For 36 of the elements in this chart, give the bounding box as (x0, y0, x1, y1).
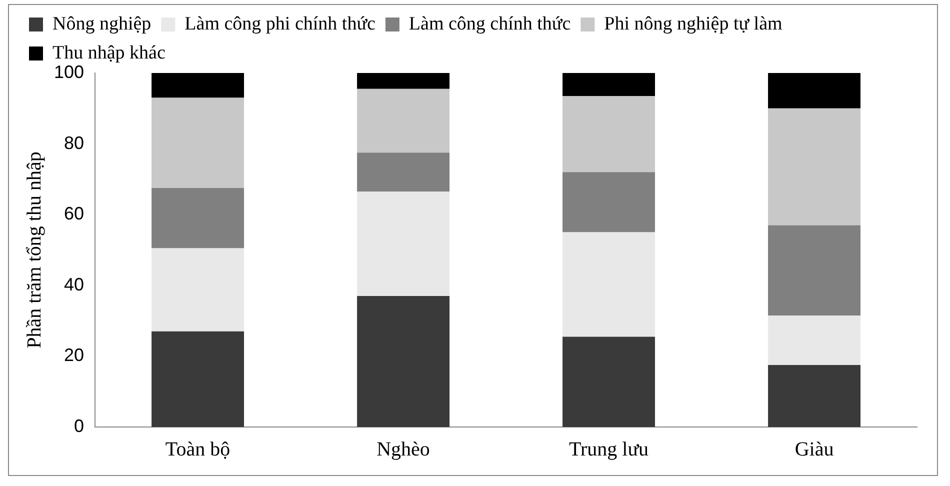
x-tick-label: Nghèo (376, 438, 430, 460)
legend-label: Thu nhập khác (52, 42, 166, 64)
bar (357, 88, 450, 153)
bar (357, 296, 450, 427)
bar (562, 96, 655, 172)
y-tick-label: 0 (74, 416, 84, 436)
bar (768, 315, 860, 366)
legend-label: Làm công chính thức (408, 13, 571, 34)
bar (357, 152, 450, 192)
bar (562, 73, 655, 96)
bar (152, 98, 244, 188)
bar (768, 365, 860, 427)
legend-label: Nông nghiệp (52, 13, 152, 34)
y-tick-label: 60 (64, 204, 84, 224)
bar (152, 248, 244, 332)
bar (562, 172, 655, 232)
bar (152, 331, 244, 427)
x-tick-label: Trung lưu (568, 438, 649, 460)
y-tick-label: 20 (64, 345, 84, 366)
y-tick-label: 100 (54, 62, 84, 82)
legend-label: Phi nông nghiệp tự làm (604, 13, 783, 34)
legend-label: Làm công phi chính thức (184, 13, 376, 34)
bar (562, 232, 655, 337)
y-tick-label: 80 (64, 132, 84, 153)
bar (768, 225, 860, 316)
bar (152, 73, 244, 98)
bar (152, 188, 244, 248)
y-tick-label: 40 (64, 274, 84, 294)
x-tick-label: Giàu (794, 438, 834, 460)
bar (768, 73, 860, 108)
bar (562, 336, 655, 427)
x-tick-label: Toàn bộ (165, 438, 230, 460)
y-axis-title: Phần trăm tổng thu nhập (23, 152, 46, 348)
bar (357, 192, 450, 296)
bar (357, 73, 450, 89)
bar (768, 108, 860, 226)
